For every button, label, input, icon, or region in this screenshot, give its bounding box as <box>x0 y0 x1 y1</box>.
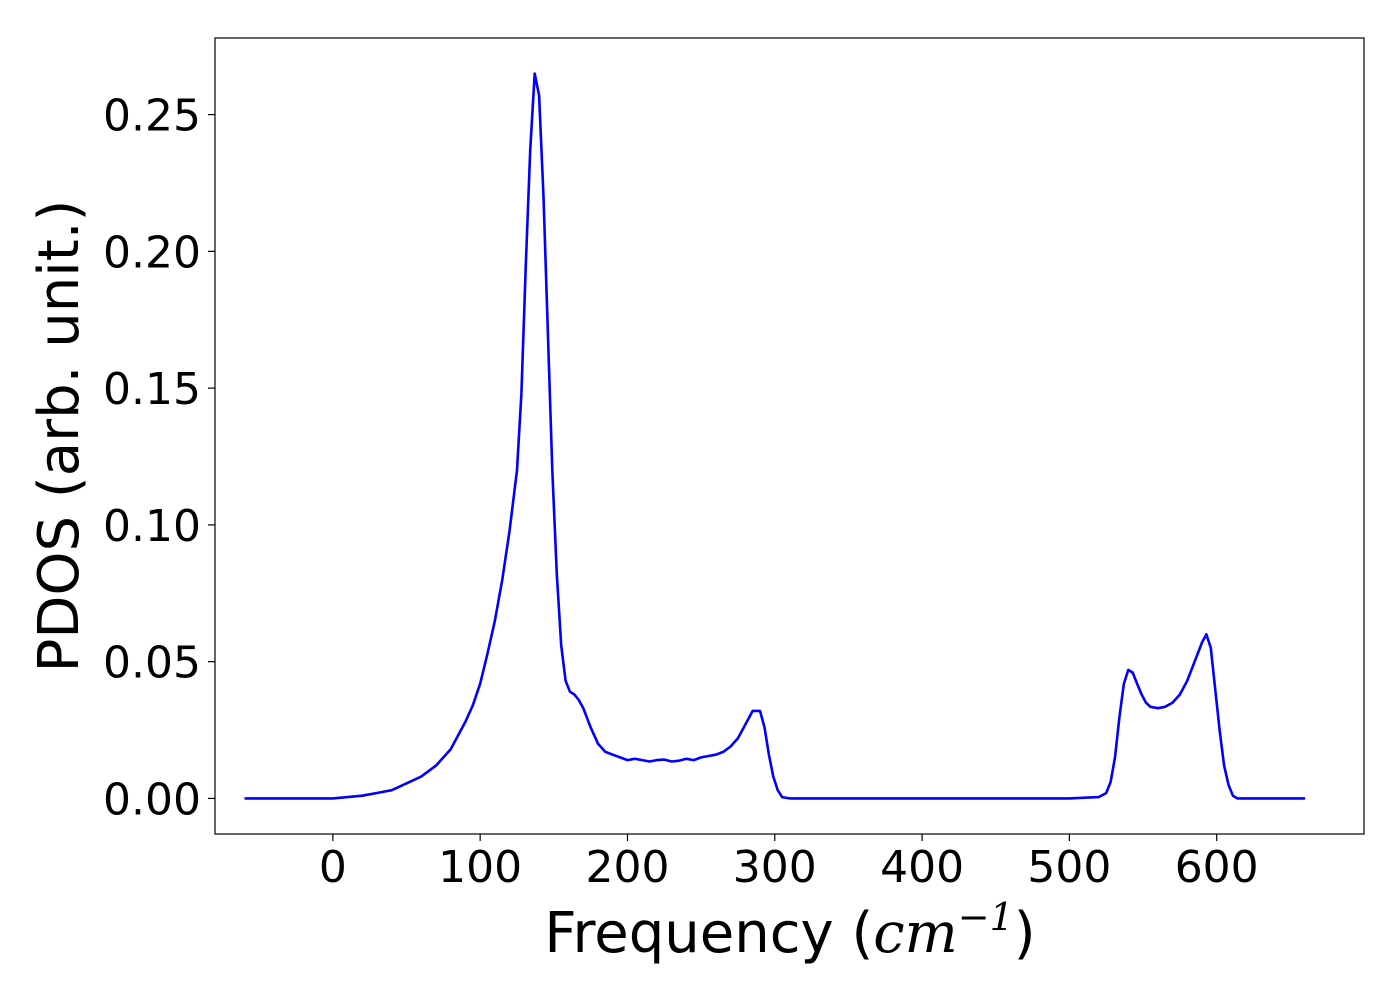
x-tick-label: 200 <box>585 842 669 893</box>
plot-area-frame <box>214 37 1365 835</box>
y-tick-label: 0.25 <box>103 91 201 142</box>
y-axis-label: PDOS (arb. unit.) <box>27 200 92 673</box>
y-tick-label: 0.10 <box>103 501 201 552</box>
x-axis-label: Frequency (cm−1) <box>544 895 1035 966</box>
x-tick-label: 400 <box>880 842 964 893</box>
x-tick-label: 300 <box>733 842 817 893</box>
y-tick-label: 0.20 <box>103 227 201 278</box>
y-axis: 0.00 0.05 0.10 0.15 0.20 0.25 <box>103 91 215 825</box>
x-tick-label: 0 <box>319 842 347 893</box>
y-tick-label: 0.00 <box>103 774 201 825</box>
y-tick-label: 0.15 <box>103 364 201 415</box>
pdos-series-line <box>244 72 1306 800</box>
x-tick-label: 500 <box>1027 842 1111 893</box>
y-tick-label: 0.05 <box>103 638 201 689</box>
x-tick-label: 100 <box>438 842 522 893</box>
x-axis: 0 100 200 300 400 500 600 <box>319 834 1259 893</box>
x-tick-label: 600 <box>1175 842 1259 893</box>
